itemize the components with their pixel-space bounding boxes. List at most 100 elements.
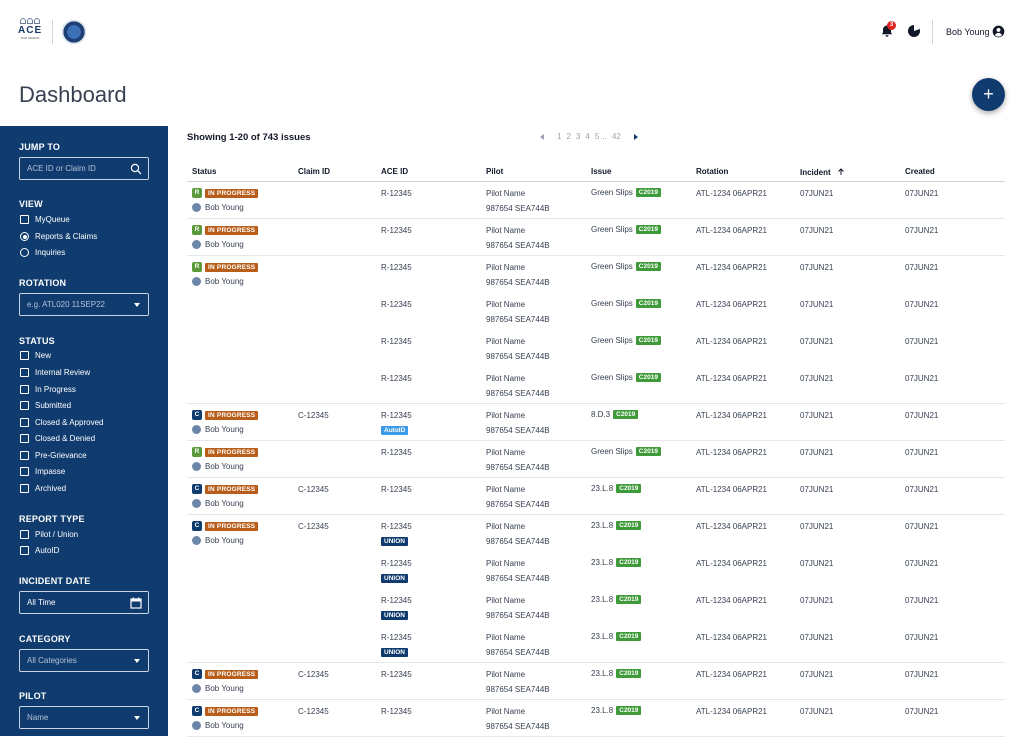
checkbox[interactable] xyxy=(20,385,29,394)
column-rotation[interactable]: Rotation xyxy=(696,167,729,176)
status-option-closed-approved[interactable]: Closed & Approved xyxy=(20,418,104,427)
chevron-down-icon xyxy=(134,659,140,663)
checkbox[interactable] xyxy=(20,451,29,460)
assignee: Bob Young xyxy=(192,684,244,694)
issue-group[interactable]: R IN PROGRESS Bob Young R-12345 Pilot Name 98… xyxy=(187,256,1005,404)
checkbox[interactable] xyxy=(20,467,29,476)
status-option-impasse[interactable]: Impasse xyxy=(20,467,65,476)
page-link[interactable]: 5 xyxy=(594,132,600,141)
issue-group[interactable]: R IN PROGRESS Bob Young R-12345 Pilot Name 98… xyxy=(187,182,1005,219)
calendar-icon[interactable] xyxy=(130,597,142,609)
ace-id[interactable]: R-12345 xyxy=(381,337,412,346)
ace-id[interactable]: R-12345 xyxy=(381,707,412,716)
radio-selected[interactable] xyxy=(20,232,29,241)
view-option-inquiries[interactable]: Inquiries xyxy=(20,248,65,257)
chevron-left-icon[interactable] xyxy=(540,133,544,140)
claim-id[interactable]: C-12345 xyxy=(298,411,329,420)
assignee-name: Bob Young xyxy=(205,203,244,212)
ace-id[interactable]: R-12345 xyxy=(381,633,412,642)
ace-id[interactable]: R-12345 xyxy=(381,670,412,679)
status-cell: C IN PROGRESS xyxy=(192,410,259,420)
issue-group[interactable]: C IN PROGRESS Bob Young C-12345 R-12345 Pilot… xyxy=(187,478,1005,515)
claim-id[interactable]: C-12345 xyxy=(298,522,329,531)
ace-id[interactable]: R-12345 xyxy=(381,300,412,309)
user-account-icon[interactable] xyxy=(992,25,1005,38)
page-link[interactable]: 42 xyxy=(611,132,621,141)
ace-id[interactable]: R-12345 xyxy=(381,485,412,494)
status-option-closed-denied[interactable]: Closed & Denied xyxy=(20,434,95,443)
status-option-archived[interactable]: Archived xyxy=(20,484,66,493)
page-link[interactable]: 2 xyxy=(566,132,571,141)
report-type-autoid[interactable]: AutoID xyxy=(20,546,59,555)
checkbox[interactable] xyxy=(20,546,29,555)
rotation: ATL-1234 06APR21 xyxy=(696,411,768,420)
incident-date: 07JUN21 xyxy=(800,448,834,457)
column-pilot[interactable]: Pilot xyxy=(486,167,504,176)
status-option-submitted[interactable]: Submitted xyxy=(20,401,71,410)
radio[interactable] xyxy=(20,248,29,257)
incident-date: 07JUN21 xyxy=(800,189,834,198)
claim-id[interactable]: C-12345 xyxy=(298,670,329,679)
issue-group[interactable]: C IN PROGRESS Bob Young C-12345 R-12345 Pilot… xyxy=(187,700,1005,737)
ace-id[interactable]: R-12345 xyxy=(381,374,412,383)
rotation-placeholder: e.g. ATL020 11SEP22 xyxy=(27,300,105,309)
page-link[interactable]: 3 xyxy=(575,132,581,141)
claim-id[interactable]: C-12345 xyxy=(298,707,329,716)
checkbox[interactable] xyxy=(20,484,29,493)
contract-tag: C2019 xyxy=(613,410,639,420)
claim-id[interactable]: C-12345 xyxy=(298,485,329,494)
status-option-new[interactable]: New xyxy=(20,351,51,360)
checkbox[interactable] xyxy=(20,418,29,427)
chevron-right-icon[interactable] xyxy=(633,133,638,140)
ace-logo[interactable]: ACE FOR UNIONS xyxy=(18,18,42,44)
status-option-in-progress[interactable]: In Progress xyxy=(20,385,76,394)
ace-id[interactable]: R-12345 xyxy=(381,448,412,457)
issue-group[interactable]: R IN PROGRESS Bob Young R-12345 Pilot Name 98… xyxy=(187,219,1005,256)
issue-group[interactable]: R IN PROGRESS Bob Young R-12345 Pilot Name 98… xyxy=(187,441,1005,478)
checkbox[interactable] xyxy=(20,401,29,410)
search-icon[interactable] xyxy=(130,163,142,175)
jump-to-input[interactable]: ACE ID or Claim ID xyxy=(19,157,149,180)
add-issue-button[interactable]: + xyxy=(972,78,1005,111)
ace-id[interactable]: R-12345 xyxy=(381,226,412,235)
checkbox[interactable] xyxy=(20,351,29,360)
ace-id[interactable]: R-12345 xyxy=(381,559,412,568)
view-option-reports-claims[interactable]: Reports & Claims xyxy=(20,232,97,241)
issue-group[interactable]: C IN PROGRESS Bob Young C-12345 R-12345 AutoI… xyxy=(187,404,1005,441)
report-type-label: AutoID xyxy=(35,546,60,555)
issue-group[interactable]: C IN PROGRESS Bob Young C-12345 R-12345 Pilot… xyxy=(187,663,1005,700)
view-option-myqueue[interactable]: MyQueue xyxy=(20,215,70,224)
status-option-pre-grievance[interactable]: Pre-Grievance xyxy=(20,451,87,460)
page-link[interactable]: 1 xyxy=(557,132,562,141)
pilot-id: 987654 SEA744B xyxy=(486,722,550,731)
status-option-internal-review[interactable]: Internal Review xyxy=(20,368,90,377)
issue-group[interactable]: C IN PROGRESS Bob Young C-12345 R-12345 UNION… xyxy=(187,515,1005,663)
checkbox[interactable] xyxy=(20,434,29,443)
rotation-select[interactable]: e.g. ATL020 11SEP22 xyxy=(19,293,149,316)
ace-id[interactable]: R-12345 xyxy=(381,411,412,420)
ace-id[interactable]: R-12345 xyxy=(381,522,412,531)
ace-id[interactable]: R-12345 xyxy=(381,263,412,272)
incident-date-picker[interactable]: All Time xyxy=(19,591,149,614)
column-created[interactable]: Created xyxy=(905,167,935,176)
checkbox[interactable] xyxy=(20,215,29,224)
column-ace-id[interactable]: ACE ID xyxy=(381,167,409,176)
checkbox[interactable] xyxy=(20,368,29,377)
contract-tag: C2019 xyxy=(616,706,642,716)
incident-date: 07JUN21 xyxy=(800,411,834,420)
page-link[interactable]: 4 xyxy=(585,132,590,141)
column-status[interactable]: Status xyxy=(192,167,217,176)
ace-id[interactable]: R-12345 xyxy=(381,596,412,605)
user-name[interactable]: Bob Young xyxy=(946,27,990,37)
column-incident[interactable]: Incident xyxy=(800,167,845,177)
category-select[interactable]: All Categories xyxy=(19,649,149,672)
created-date: 07JUN21 xyxy=(905,263,939,272)
column-issue[interactable]: Issue xyxy=(591,167,612,176)
column-claim-id[interactable]: Claim ID xyxy=(298,167,331,176)
checkbox[interactable] xyxy=(20,530,29,539)
pie-chart-icon[interactable] xyxy=(907,24,921,38)
arrow-up-icon[interactable] xyxy=(837,168,845,176)
report-type-pilot-union[interactable]: Pilot / Union xyxy=(20,530,78,539)
pilot-select[interactable]: Name xyxy=(19,706,149,729)
ace-id[interactable]: R-12345 xyxy=(381,189,412,198)
